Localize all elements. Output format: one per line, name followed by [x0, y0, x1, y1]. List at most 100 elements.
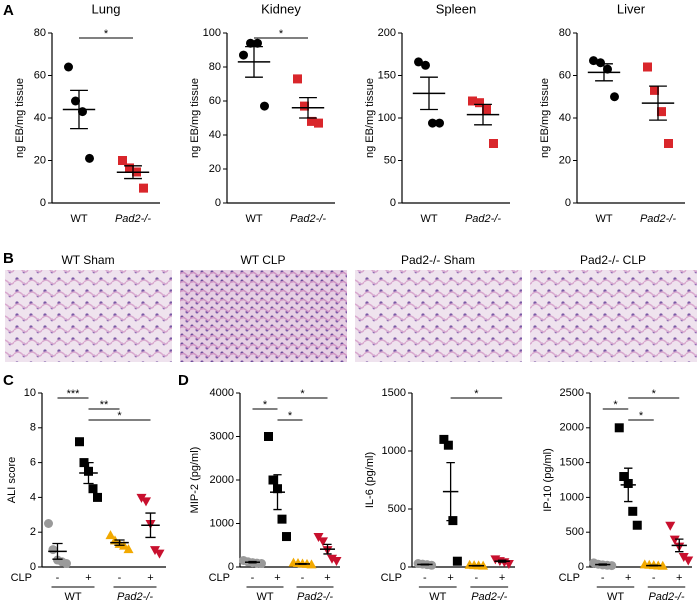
data-point	[596, 58, 605, 68]
image-caption: WT Sham	[61, 253, 114, 267]
histology-image	[355, 270, 522, 362]
data-point	[306, 559, 317, 569]
significance-label: *	[117, 410, 122, 422]
x-tick-label: WT	[70, 213, 87, 225]
data-point	[88, 484, 98, 494]
data-point	[482, 105, 491, 114]
data-point	[257, 559, 266, 569]
panel-label: B	[3, 250, 14, 267]
x-tick-label: +	[447, 572, 453, 584]
significance-label: *	[652, 388, 657, 400]
data-point	[246, 38, 255, 48]
y-tick-label: 0	[390, 197, 396, 209]
significance-label: *	[639, 410, 644, 422]
y-tick-label: 6	[30, 457, 36, 469]
histology-image	[530, 270, 697, 362]
x-tick-label: -	[475, 572, 479, 584]
data-point	[683, 556, 694, 566]
error-bar	[446, 461, 455, 522]
image-caption: Pad2-/- Sham	[401, 253, 475, 267]
histology-image	[5, 270, 172, 362]
data-point	[628, 506, 638, 516]
data-point	[105, 530, 116, 540]
y-tick-label: 1000	[560, 491, 584, 503]
chart-title: Liver	[617, 1, 646, 16]
data-point	[282, 532, 291, 542]
panel-label: C	[3, 372, 14, 389]
y-tick-label: 2000	[560, 422, 584, 434]
data-point	[669, 535, 680, 545]
y-axis-label: MIP-2 (pg/ml)	[189, 447, 201, 514]
data-point	[71, 96, 80, 106]
genotype-label: WT	[607, 591, 624, 603]
y-tick-label: 1500	[382, 387, 406, 399]
significance-label: *	[279, 28, 284, 40]
data-point	[318, 537, 328, 547]
data-point	[503, 560, 514, 570]
y-tick-label: 500	[388, 503, 406, 515]
x-tick-label: -	[423, 572, 427, 584]
genotype-label: Pad2-/-	[297, 591, 333, 603]
x-tick-label: -	[251, 572, 255, 584]
y-axis-label: IP-10 (pg/ml)	[542, 448, 554, 512]
x-tick-label: +	[274, 572, 280, 584]
x-tick-label: Pad2-/-	[115, 213, 151, 225]
x-tick-label: +	[499, 572, 505, 584]
x-tick-label: Pad2-/-	[465, 213, 501, 225]
y-tick-label: 60	[559, 69, 571, 81]
data-point	[643, 62, 652, 72]
x-tick-label: +	[85, 572, 91, 584]
y-tick-label: 20	[209, 163, 221, 175]
x-tick-label: WT	[245, 213, 262, 225]
y-axis-label: ng EB/mg tissue	[364, 78, 376, 158]
y-tick-label: 1500	[560, 457, 584, 469]
data-point	[650, 85, 659, 95]
data-point	[118, 156, 127, 165]
x-tick-label: +	[676, 572, 682, 584]
y-axis-label: ng EB/mg tissue	[14, 78, 26, 158]
chart-title: Spleen	[436, 1, 476, 16]
y-tick-label: 80	[34, 27, 46, 39]
y-tick-label: 50	[384, 154, 396, 166]
y-tick-label: 4000	[210, 387, 234, 399]
data-point	[632, 520, 642, 530]
data-point	[589, 56, 598, 66]
error-bar	[70, 89, 88, 130]
y-tick-label: 0	[400, 561, 406, 573]
data-point	[260, 101, 269, 111]
error-bar	[323, 543, 332, 555]
genotype-label: WT	[429, 591, 446, 603]
data-point	[62, 559, 71, 569]
data-point	[664, 139, 673, 148]
x-tick-label: +	[324, 572, 330, 584]
data-point	[136, 493, 147, 503]
histology-image	[180, 270, 347, 362]
genotype-label: Pad2-/-	[117, 591, 153, 603]
data-point	[610, 92, 619, 102]
x-row-label: CLP	[11, 572, 32, 584]
y-tick-label: 80	[209, 61, 221, 73]
error-bar	[675, 538, 684, 553]
x-tick-label: Pad2-/-	[290, 213, 326, 225]
significance-label: ***	[67, 388, 81, 400]
error-bar	[52, 542, 63, 560]
data-point	[331, 556, 342, 566]
y-tick-label: 20	[34, 154, 46, 166]
y-tick-label: 0	[215, 197, 221, 209]
y-tick-label: 40	[34, 112, 46, 124]
x-tick-label: -	[652, 572, 656, 584]
significance-label: *	[288, 410, 293, 422]
data-point	[314, 118, 323, 128]
x-tick-label: +	[625, 572, 631, 584]
error-bar	[145, 512, 156, 539]
data-point	[139, 183, 148, 193]
data-point	[154, 549, 165, 559]
data-point	[439, 434, 449, 444]
y-tick-label: 0	[578, 561, 584, 573]
y-tick-label: 150	[378, 69, 396, 81]
data-point	[239, 50, 248, 60]
error-bar	[83, 461, 94, 485]
genotype-label: WT	[64, 591, 81, 603]
data-point	[665, 521, 676, 531]
